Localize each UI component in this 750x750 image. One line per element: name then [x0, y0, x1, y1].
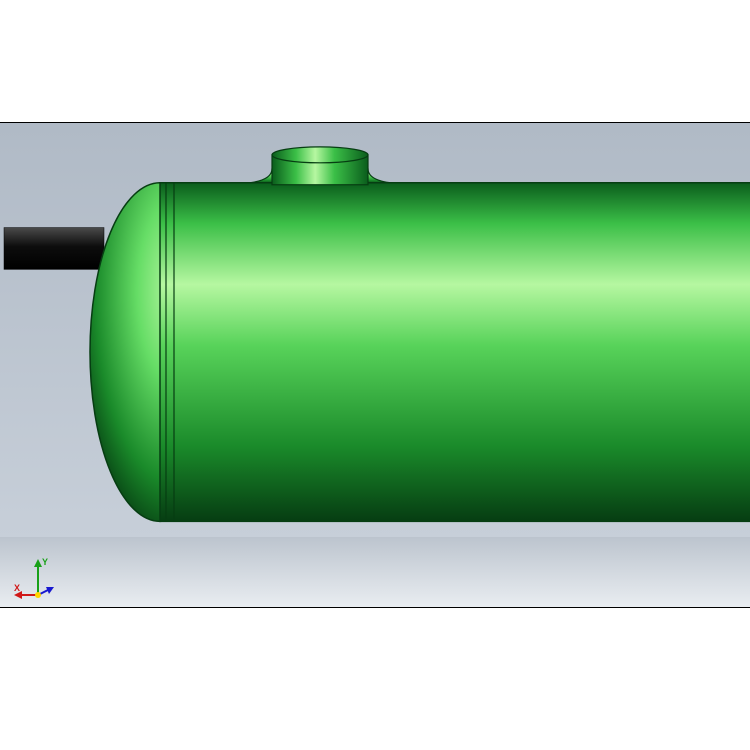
tank-model[interactable]	[0, 123, 750, 607]
x-axis-label: X	[14, 583, 20, 593]
axis-origin-icon	[35, 592, 41, 598]
cad-3d-viewport[interactable]: Y X	[0, 122, 750, 608]
axis-triad[interactable]: Y X	[18, 555, 68, 605]
y-axis-arrow	[34, 559, 42, 567]
tank-cylinder-body	[160, 183, 750, 522]
tank-neck-lip	[272, 147, 368, 163]
tank-outlet-pipe	[4, 228, 104, 270]
y-axis-label: Y	[42, 557, 48, 567]
cad-screenshot-frame: Y X	[0, 0, 750, 750]
